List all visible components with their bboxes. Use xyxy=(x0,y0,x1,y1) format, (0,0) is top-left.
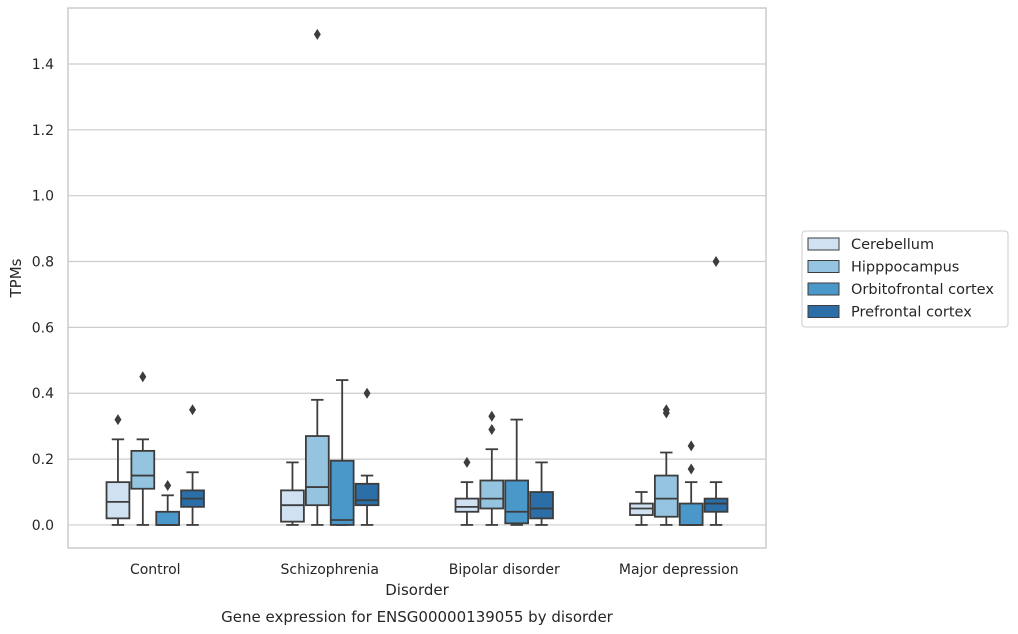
x-tick-label: Control xyxy=(130,562,181,578)
box-cerebellum xyxy=(105,414,131,526)
box xyxy=(479,479,505,510)
box-hipppocampus xyxy=(130,371,156,526)
x-axis-title: Disorder xyxy=(385,581,449,599)
outlier-point xyxy=(164,479,172,491)
y-tick-label: 0.2 xyxy=(32,452,54,468)
outlier-point xyxy=(687,440,695,452)
plot-frame xyxy=(67,7,767,549)
outlier-point xyxy=(114,414,122,426)
y-tick-labels: 0.0 0.2 0.4 0.6 0.8 1.0 1.2 1.4 xyxy=(32,57,54,534)
outlier-point xyxy=(463,456,471,468)
chart-title: Gene expression for ENSG00000139055 by d… xyxy=(221,608,614,626)
box xyxy=(354,482,380,507)
y-tick-label: 1.2 xyxy=(32,123,54,139)
box xyxy=(653,474,679,518)
legend-label: Prefrontal cortex xyxy=(851,305,972,321)
box-cerebellum xyxy=(280,461,305,526)
x-tick-labels: Control Schizophrenia Bipolar disorder Majo… xyxy=(130,562,739,578)
box-orbitofrontal-cortex xyxy=(504,418,530,526)
legend-label: Cerebellum xyxy=(851,237,934,253)
gridlines xyxy=(68,63,766,526)
y-tick-label: 0.4 xyxy=(32,386,54,402)
box xyxy=(454,497,480,513)
legend-swatch xyxy=(807,305,840,318)
box-cerebellum xyxy=(454,456,480,526)
y-tick-label: 1.4 xyxy=(32,57,54,73)
box xyxy=(329,459,355,526)
box-hipppocampus xyxy=(653,404,679,526)
outlier-point xyxy=(488,423,496,435)
box-prefrontal-cortex xyxy=(703,256,729,526)
legend-swatch xyxy=(807,237,840,251)
box xyxy=(703,497,729,513)
box xyxy=(155,510,181,526)
box-plots xyxy=(105,28,729,526)
x-tick-label: Major depression xyxy=(619,562,739,578)
outlier-point xyxy=(488,410,496,422)
box-orbitofrontal-cortex xyxy=(329,379,355,526)
outlier-point xyxy=(712,256,720,268)
box xyxy=(504,479,530,525)
x-tick-label: Schizophrenia xyxy=(281,562,379,578)
y-axis-title: TPMs xyxy=(7,258,25,298)
outlier-point xyxy=(189,404,197,416)
outlier-point xyxy=(662,404,670,416)
outlier-point xyxy=(313,28,321,40)
box-hipppocampus xyxy=(479,410,505,526)
legend: Cerebellum Hipppocampus Orbitofrontal cort… xyxy=(801,230,1009,328)
legend-swatch xyxy=(807,260,840,273)
outlier-point xyxy=(139,371,147,383)
box xyxy=(130,449,156,490)
box-prefrontal-cortex xyxy=(529,461,554,526)
legend-label: Hipppocampus xyxy=(851,260,959,276)
y-tick-label: 1.0 xyxy=(32,189,54,205)
box xyxy=(678,502,704,526)
y-tick-label: 0.0 xyxy=(32,518,54,534)
y-tick-label: 0.6 xyxy=(32,320,54,336)
box-cerebellum xyxy=(629,491,654,526)
box xyxy=(105,481,131,520)
box-hipppocampus xyxy=(304,28,330,526)
box-prefrontal-cortex xyxy=(180,404,205,526)
box xyxy=(529,491,554,520)
legend-label: Orbitofrontal cortex xyxy=(851,282,994,298)
box-prefrontal-cortex xyxy=(354,387,380,526)
outlier-point xyxy=(687,463,695,475)
y-tick-label: 0.8 xyxy=(32,255,54,271)
box-orbitofrontal-cortex xyxy=(678,440,704,526)
box-orbitofrontal-cortex xyxy=(155,479,181,526)
box xyxy=(304,435,330,507)
legend-frame xyxy=(801,230,1009,328)
outlier-point xyxy=(363,387,371,399)
x-tick-label: Bipolar disorder xyxy=(449,562,560,578)
legend-swatch xyxy=(807,282,840,296)
